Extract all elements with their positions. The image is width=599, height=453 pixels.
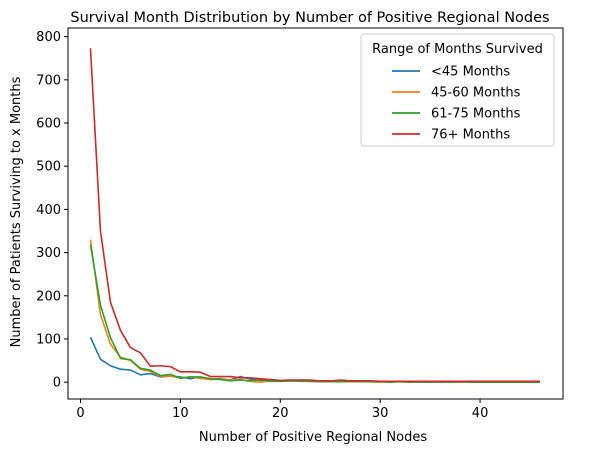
y-tick-label: 500 [36,160,61,175]
legend-title: Range of Months Survived [372,42,543,57]
y-tick-label: 0 [53,376,61,391]
x-tick-label: 10 [172,406,189,421]
y-axis: 0 100 200 300 400 500 600 700 800 [36,30,68,391]
y-tick-label: 700 [36,73,61,88]
legend-label: 45-60 Months [431,86,521,101]
x-axis-title: Number of Positive Regional Nodes [199,430,427,445]
plot-frame [67,27,564,400]
y-tick-label: 600 [36,117,61,132]
legend-item: 45-60 Months [392,86,521,101]
series-lines [89,48,541,383]
legend: Range of Months Survived <45 Months 45-60… [360,33,555,147]
y-tick-label: 100 [36,332,61,347]
legend-label: 61-75 Months [431,107,521,122]
legend-item: 61-75 Months [392,107,521,122]
y-tick-label: 400 [36,203,61,218]
legend-item: <45 Months [392,65,510,80]
legend-item: 76+ Months [392,128,510,143]
series-line-76-months [89,48,541,383]
legend-box [360,33,555,147]
legend-label: <45 Months [431,65,510,80]
chart-title: Survival Month Distribution by Number of… [70,10,549,26]
x-axis: 0 10 20 30 40 [76,399,488,421]
x-tick-label: 20 [272,406,289,421]
y-tick-label: 800 [36,30,61,45]
x-tick-label: 0 [76,406,84,421]
y-axis-title: Number of Patients Surviving to x Months [9,76,24,347]
y-tick-label: 200 [36,289,61,304]
y-tick-label: 300 [36,246,61,261]
x-tick-label: 30 [372,406,389,421]
legend-label: 76+ Months [431,128,510,143]
x-tick-label: 40 [472,406,489,421]
legend-items: <45 Months 45-60 Months 61-75 Months 76+ Mo… [392,65,521,143]
